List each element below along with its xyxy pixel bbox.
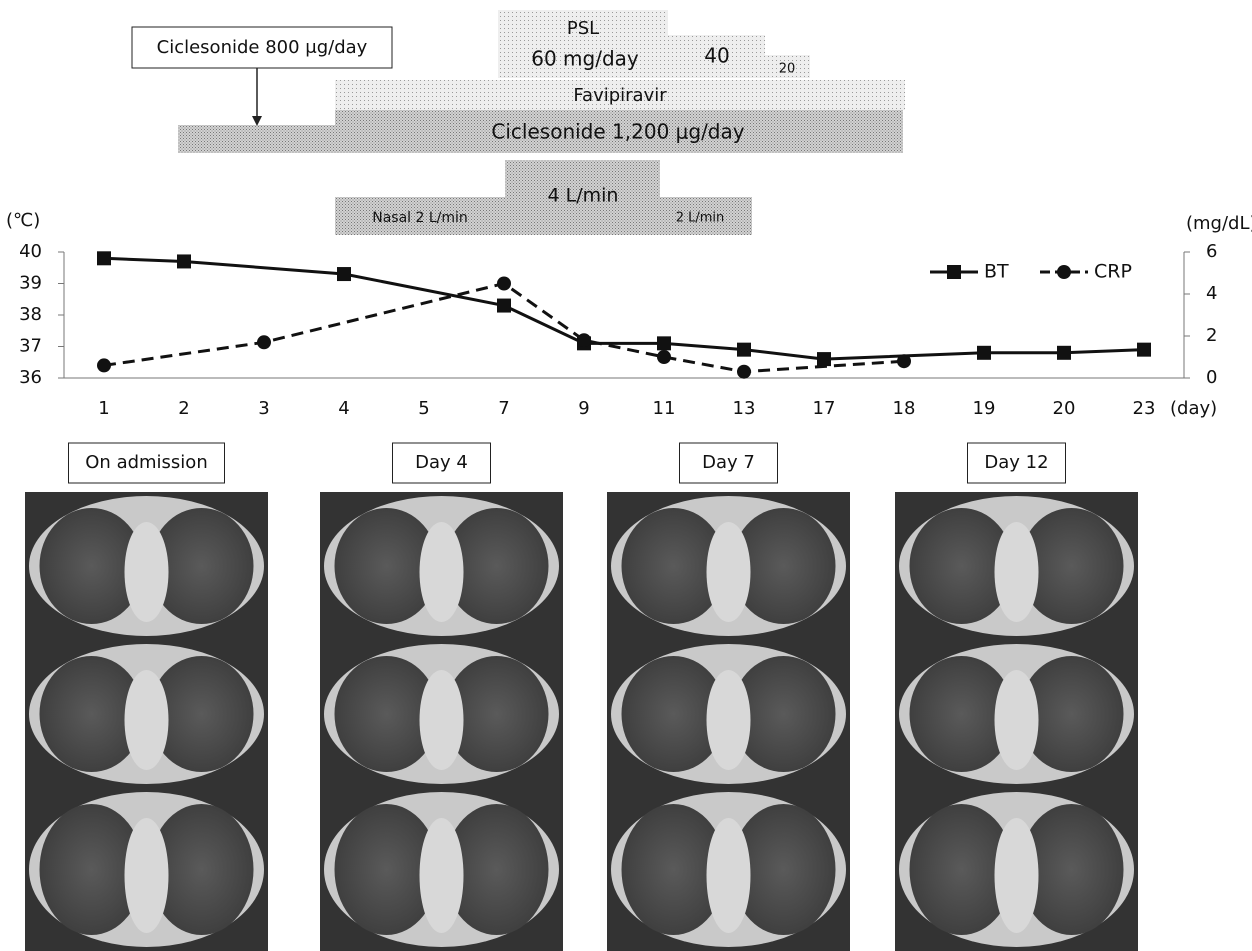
y-tick-label: 40	[19, 241, 42, 262]
regimen: Ciclesonide 800 μg/day PSL 60 mg/day 40 …	[132, 10, 905, 235]
treatment-label: 40	[704, 44, 729, 68]
ct-mediastinum	[707, 522, 751, 622]
x-tick-label: 3	[258, 398, 269, 419]
ct-mediastinum	[707, 670, 751, 770]
x-tick-label: 4	[338, 398, 349, 419]
treatment-label: 2 L/min	[676, 211, 725, 226]
ct-mediastinum	[125, 818, 169, 933]
marker	[1137, 343, 1151, 357]
x-tick-label: 13	[733, 398, 756, 419]
marker	[177, 254, 191, 268]
ciclesonide-bar	[178, 125, 335, 153]
x-tick-label: 19	[973, 398, 996, 419]
figure: Ciclesonide 800 μg/day PSL 60 mg/day 40 …	[0, 0, 1252, 951]
panel-label: Day 7	[702, 452, 755, 473]
ct-mediastinum	[707, 818, 751, 933]
marker	[97, 251, 111, 265]
x-tick-label: 17	[813, 398, 836, 419]
ct-mediastinum	[995, 818, 1039, 933]
marker	[977, 346, 991, 360]
panel-label: Day 12	[984, 452, 1048, 473]
arrow-head	[252, 116, 262, 126]
ct-mediastinum	[420, 670, 464, 770]
x-tick-label: 1	[98, 398, 109, 419]
panel-label: Day 4	[415, 452, 468, 473]
marker	[497, 299, 511, 313]
series-line	[104, 284, 904, 372]
marker	[1057, 346, 1071, 360]
legend-marker	[1057, 265, 1071, 279]
legend-label: BT	[984, 261, 1009, 283]
y-tick-label: 36	[19, 367, 42, 388]
y-tick-label: 39	[19, 273, 42, 294]
legend-marker	[947, 265, 961, 279]
y2-tick-label: 0	[1206, 367, 1217, 388]
x-tick-label: 18	[893, 398, 916, 419]
treatment-label: Favipiravir	[573, 85, 667, 106]
y2-tick-label: 4	[1206, 283, 1217, 304]
treatment-label: Ciclesonide 800 μg/day	[157, 37, 368, 58]
x-tick-label: 20	[1053, 398, 1076, 419]
marker	[817, 352, 831, 366]
marker	[577, 333, 591, 347]
x-tick-label: 23	[1133, 398, 1156, 419]
x-tick-label: 9	[578, 398, 589, 419]
treatment-label: 20	[779, 62, 796, 77]
treatment-label: Nasal 2 L/min	[372, 210, 468, 226]
ct-mediastinum	[125, 522, 169, 622]
marker	[97, 358, 111, 372]
y2-axis-label: (mg/dL)	[1186, 213, 1252, 234]
treatment-label: 4 L/min	[548, 185, 619, 207]
x-tick-label: 5	[418, 398, 429, 419]
marker	[497, 277, 511, 291]
y-axis-label: (℃)	[6, 210, 40, 231]
marker	[257, 335, 271, 349]
ct-panels: On admission Day 4 Day 7 Day 12	[25, 443, 1138, 951]
ct-mediastinum	[420, 818, 464, 933]
y2-tick-label: 2	[1206, 325, 1217, 346]
y-tick-label: 37	[19, 336, 42, 357]
panel-label: On admission	[85, 452, 207, 473]
y2-tick-label: 6	[1206, 241, 1217, 262]
x-tick-label: 7	[498, 398, 509, 419]
treatment-label: 60 mg/day	[531, 47, 639, 71]
marker	[737, 343, 751, 357]
treatment-label: PSL	[567, 18, 599, 39]
y-tick-label: 38	[19, 304, 42, 325]
x-axis-label: (day)	[1170, 398, 1217, 419]
ct-mediastinum	[995, 670, 1039, 770]
marker	[737, 365, 751, 379]
marker	[897, 354, 911, 368]
x-tick-label: 2	[178, 398, 189, 419]
marker	[657, 336, 671, 350]
marker	[337, 267, 351, 281]
treatment-label: Ciclesonide 1,200 μg/day	[491, 120, 744, 144]
ct-mediastinum	[420, 522, 464, 622]
x-tick-label: 11	[653, 398, 676, 419]
ct-mediastinum	[125, 670, 169, 770]
ct-mediastinum	[995, 522, 1039, 622]
marker	[657, 350, 671, 364]
legend-label: CRP	[1094, 261, 1132, 283]
